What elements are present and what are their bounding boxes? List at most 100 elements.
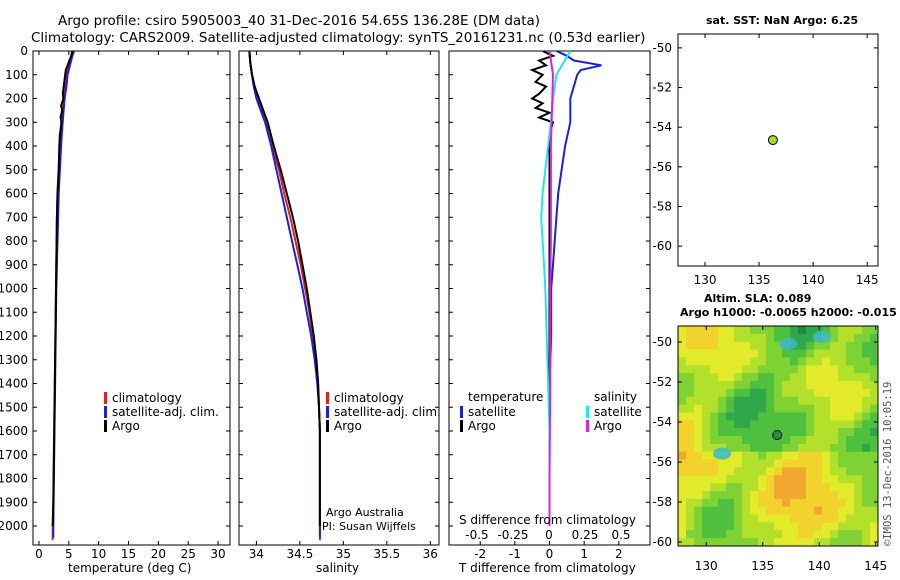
- sla-cell: [766, 420, 775, 429]
- sla-cell: [710, 428, 719, 437]
- sla-cell: [798, 436, 807, 445]
- sla-cell: [782, 522, 791, 531]
- sla-cell: [678, 514, 687, 524]
- sla-cell: [710, 498, 719, 508]
- sla-cell: [718, 326, 727, 335]
- sla-cell: [838, 404, 847, 414]
- sla-cell: [790, 436, 799, 445]
- sla-cell: [870, 381, 878, 390]
- sla-cell: [766, 404, 775, 414]
- map-x-tick-label: 140: [802, 273, 825, 287]
- sla-cell: [702, 365, 711, 374]
- sla-cell: [750, 467, 759, 476]
- temperature-series: [51, 51, 76, 541]
- sla-cell: [742, 365, 751, 374]
- sla-cell: [790, 498, 799, 508]
- sla-cell: [830, 381, 839, 390]
- sla-cell: [838, 451, 847, 461]
- difference-series-line-s-argo: [548, 51, 555, 526]
- sla-cell: [766, 396, 775, 406]
- sla-cell: [718, 459, 727, 469]
- sla-cell: [822, 459, 831, 469]
- sla-cell: [694, 349, 703, 359]
- sla-cell: [870, 357, 878, 366]
- sla-cell: [854, 404, 863, 414]
- sla-cell: [734, 365, 743, 374]
- sla-cell: [726, 491, 735, 500]
- sla-cell: [822, 436, 831, 445]
- sst-map-axes-box: [677, 33, 879, 267]
- sla-cell: [718, 530, 727, 539]
- sla-cell: [766, 365, 775, 374]
- sla-cell: [822, 396, 831, 406]
- sla-cell: [806, 326, 815, 335]
- salinity-axes-box: [238, 50, 440, 546]
- sla-cell: [710, 506, 719, 516]
- salinity-xlabel: salinity: [316, 561, 359, 575]
- sla-cell: [822, 467, 831, 476]
- sla-cell: [758, 349, 767, 359]
- sla-cell: [798, 341, 807, 351]
- sla-cell: [678, 459, 687, 469]
- sla-cell: [854, 333, 863, 343]
- sla-cell: [790, 404, 799, 414]
- sla-map-axes-box: [677, 325, 879, 547]
- sla-cell: [758, 483, 767, 492]
- sla-cell: [846, 530, 855, 539]
- sla-cell: [830, 522, 839, 531]
- temperature-tick-label: 10: [91, 547, 106, 561]
- sla-cell: [774, 522, 783, 531]
- sla-cell: [734, 388, 743, 398]
- difference-tick-label: -1: [509, 547, 521, 561]
- sla-cell: [838, 506, 847, 516]
- sla-cell: [782, 467, 791, 476]
- map-y-tick-label: -56: [652, 160, 672, 174]
- depth-tick-label: 300: [5, 115, 28, 129]
- sla-cell: [742, 333, 751, 343]
- sla-cell: [750, 498, 759, 508]
- sla-cell: [782, 365, 791, 374]
- sla-cell: [742, 451, 751, 461]
- sla-cell: [750, 538, 759, 546]
- sla-cell: [862, 388, 871, 398]
- sla-cell: [838, 420, 847, 429]
- sla-cell: [702, 381, 711, 390]
- sla-cell: [798, 381, 807, 390]
- sla-cell: [814, 326, 823, 335]
- temperature-legend: climatology satellite-adj. clim. Argo: [104, 391, 219, 433]
- sla-cell: [710, 381, 719, 390]
- sla-cell: [846, 451, 855, 461]
- sla-cell: [790, 459, 799, 469]
- sla-cell: [862, 349, 871, 359]
- sla-cell: [862, 443, 871, 453]
- sla-cell: [854, 326, 863, 335]
- sla-cell: [694, 498, 703, 508]
- sla-cell: [774, 349, 783, 359]
- sla-cell: [854, 412, 863, 421]
- sla-cell: [814, 388, 823, 398]
- sla-cell: [694, 341, 703, 351]
- sla-cell: [822, 498, 831, 508]
- sla-cell: [710, 388, 719, 398]
- sla-cell: [694, 538, 703, 546]
- sla-cell: [766, 451, 775, 461]
- sla-cell: [774, 483, 783, 492]
- salinity-series-line-satellite-adj-clim-: [248, 51, 321, 538]
- sla-cell: [686, 475, 695, 484]
- sla-cell: [734, 483, 743, 492]
- sla-cell: [790, 381, 799, 390]
- sla-cell: [742, 326, 751, 335]
- sla-cell: [750, 404, 759, 414]
- sla-cell: [814, 530, 823, 539]
- sla-cell: [862, 514, 871, 524]
- sla-cell: [790, 491, 799, 500]
- depth-axis: 0 100 200 300 400 500 600 700 800 900 1000 1100 1200…: [0, 44, 650, 533]
- sla-cell: [710, 436, 719, 445]
- sla-cell: [806, 451, 815, 461]
- sla-cell: [758, 506, 767, 516]
- sla-cell: [806, 491, 815, 500]
- sla-cell: [806, 349, 815, 359]
- sla-cell: [870, 451, 878, 461]
- sla-cell: [782, 436, 791, 445]
- sla-cell: [782, 459, 791, 469]
